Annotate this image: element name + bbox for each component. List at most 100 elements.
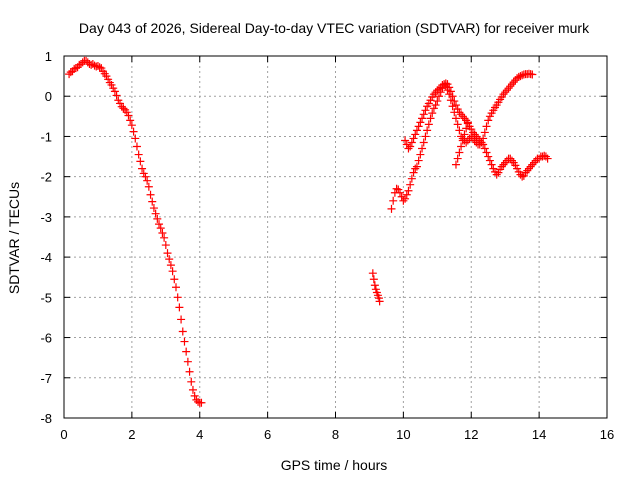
data-point xyxy=(463,118,472,127)
data-point xyxy=(443,86,452,95)
x-axis-title: GPS time / hours xyxy=(281,457,388,473)
data-point xyxy=(455,148,464,157)
data-point xyxy=(502,86,511,95)
data-point xyxy=(170,275,179,284)
data-point xyxy=(165,255,174,264)
data-point xyxy=(149,204,158,213)
data-point xyxy=(153,214,162,223)
data-point xyxy=(457,142,466,151)
data-point xyxy=(194,397,203,406)
x-tick-label: 2 xyxy=(128,427,135,442)
data-point xyxy=(93,62,102,71)
data-point xyxy=(446,96,455,105)
x-tick-label: 12 xyxy=(464,427,478,442)
y-tick-label: -3 xyxy=(40,210,52,225)
data-point xyxy=(402,190,411,199)
y-tick-label: -7 xyxy=(40,371,52,386)
data-point xyxy=(131,134,140,143)
data-point xyxy=(460,130,469,139)
data-point xyxy=(407,174,416,183)
data-point xyxy=(161,241,170,250)
data-point xyxy=(499,90,508,99)
data-point xyxy=(136,157,145,166)
data-point xyxy=(501,88,510,97)
data-point xyxy=(370,281,379,290)
data-point xyxy=(433,97,442,106)
data-point xyxy=(368,269,377,278)
data-point xyxy=(414,122,423,131)
x-tick-label: 0 xyxy=(60,427,67,442)
data-point xyxy=(163,249,172,258)
data-point xyxy=(482,148,491,157)
data-point xyxy=(450,108,459,117)
data-point xyxy=(480,128,489,137)
data-point xyxy=(175,303,184,312)
data-point xyxy=(501,158,510,167)
data-point xyxy=(414,156,423,165)
data-point xyxy=(397,192,406,201)
data-point xyxy=(171,283,180,292)
y-tick-label: -2 xyxy=(40,170,52,185)
data-point xyxy=(541,152,550,161)
data-point xyxy=(423,126,432,135)
data-point xyxy=(178,327,187,336)
data-point xyxy=(177,315,186,324)
data-point xyxy=(119,104,128,113)
y-tick-label: -4 xyxy=(40,250,52,265)
data-point xyxy=(144,182,153,191)
series-seg-afternoon-c xyxy=(451,118,472,169)
x-tick-label: 10 xyxy=(396,427,410,442)
x-tick-label: 4 xyxy=(196,427,203,442)
data-point xyxy=(458,136,467,145)
data-point xyxy=(467,132,476,141)
data-point xyxy=(451,101,460,110)
data-point xyxy=(535,154,544,163)
data-point xyxy=(451,114,460,123)
data-point xyxy=(509,78,518,87)
data-point xyxy=(369,275,378,284)
data-point xyxy=(112,91,121,100)
data-point xyxy=(441,82,450,91)
data-point xyxy=(514,72,523,81)
data-point xyxy=(485,156,494,165)
data-point xyxy=(387,204,396,213)
data-point xyxy=(497,162,506,171)
data-point xyxy=(160,233,169,242)
data-point xyxy=(141,172,150,181)
data-point xyxy=(531,156,540,165)
data-point xyxy=(395,188,404,197)
data-point xyxy=(197,398,206,407)
data-point xyxy=(87,60,96,69)
data-point xyxy=(416,118,425,127)
data-point xyxy=(406,142,415,151)
data-point xyxy=(127,121,136,130)
data-point xyxy=(412,126,421,135)
chart-title: Day 043 of 2026, Sidereal Day-to-day VTE… xyxy=(79,20,590,36)
data-point xyxy=(392,184,401,193)
data-point xyxy=(407,138,416,147)
y-axis-title: SDTVAR / TECUs xyxy=(6,182,22,294)
data-point xyxy=(507,156,516,165)
data-point xyxy=(183,357,192,366)
data-point xyxy=(143,176,152,185)
data-point xyxy=(431,101,440,110)
y-tick-label: -5 xyxy=(40,290,52,305)
series-seg-afternoon-b xyxy=(401,69,537,153)
data-point xyxy=(435,92,444,101)
y-tick-label: -8 xyxy=(40,411,52,426)
data-point xyxy=(453,154,462,163)
y-tick-label: -6 xyxy=(40,331,52,346)
data-point xyxy=(156,224,165,233)
x-tick-label: 16 xyxy=(600,427,614,442)
data-point xyxy=(134,150,143,159)
series-seg-morning xyxy=(65,56,206,407)
data-point xyxy=(126,116,135,125)
data-point xyxy=(124,111,133,120)
data-point xyxy=(180,337,189,346)
y-tick-label: 1 xyxy=(45,49,52,64)
data-point xyxy=(524,164,533,173)
data-point xyxy=(409,168,418,177)
data-point xyxy=(438,80,447,89)
data-point xyxy=(129,127,138,136)
data-point xyxy=(429,90,438,99)
